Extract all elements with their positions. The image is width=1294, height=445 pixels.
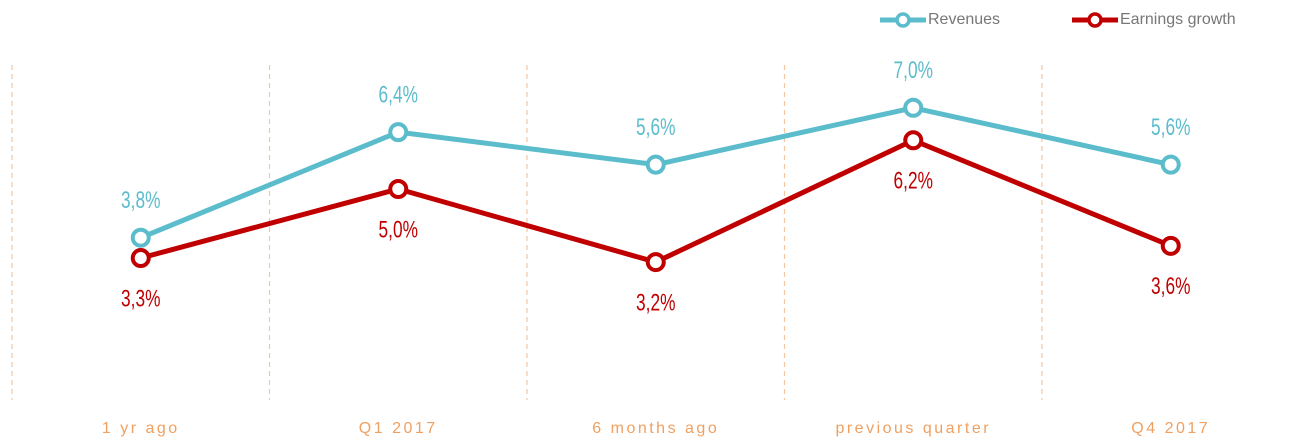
x-tick-label: Q4 2017: [1131, 420, 1210, 437]
data-label: 5,6%: [1151, 114, 1190, 140]
point: [388, 179, 409, 199]
data-label: 3,8%: [121, 187, 160, 213]
point: [903, 97, 924, 118]
point: [130, 227, 151, 248]
x-tick-label: previous quarter: [835, 420, 991, 437]
data-label: 3,3%: [121, 286, 160, 312]
data-label: 5,0%: [379, 217, 418, 243]
x-tick-label: Q1 2017: [359, 420, 438, 437]
data-label: 3,2%: [636, 290, 675, 316]
point: [1160, 154, 1181, 175]
point: [1160, 235, 1181, 256]
point: [645, 252, 666, 273]
legend-label: Earnings growth: [1120, 11, 1236, 28]
data-label: 6,4%: [379, 82, 418, 108]
point: [903, 130, 924, 151]
legend-item: Revenues: [880, 11, 1000, 28]
x-tick-label: 1 yr ago: [102, 420, 180, 437]
point: [388, 122, 409, 143]
legend-label: Revenues: [928, 11, 1000, 28]
point: [130, 248, 151, 269]
x-tick-label: 6 months ago: [592, 420, 719, 437]
data-label: 7,0%: [894, 57, 933, 83]
legend-marker: [895, 12, 911, 28]
data-label: 6,2%: [894, 168, 933, 194]
data-label: 5,6%: [636, 114, 675, 140]
point: [645, 154, 666, 175]
legend-marker: [1087, 12, 1103, 28]
legend-item: Earnings growth: [1072, 11, 1236, 28]
data-label: 3,6%: [1151, 274, 1190, 300]
